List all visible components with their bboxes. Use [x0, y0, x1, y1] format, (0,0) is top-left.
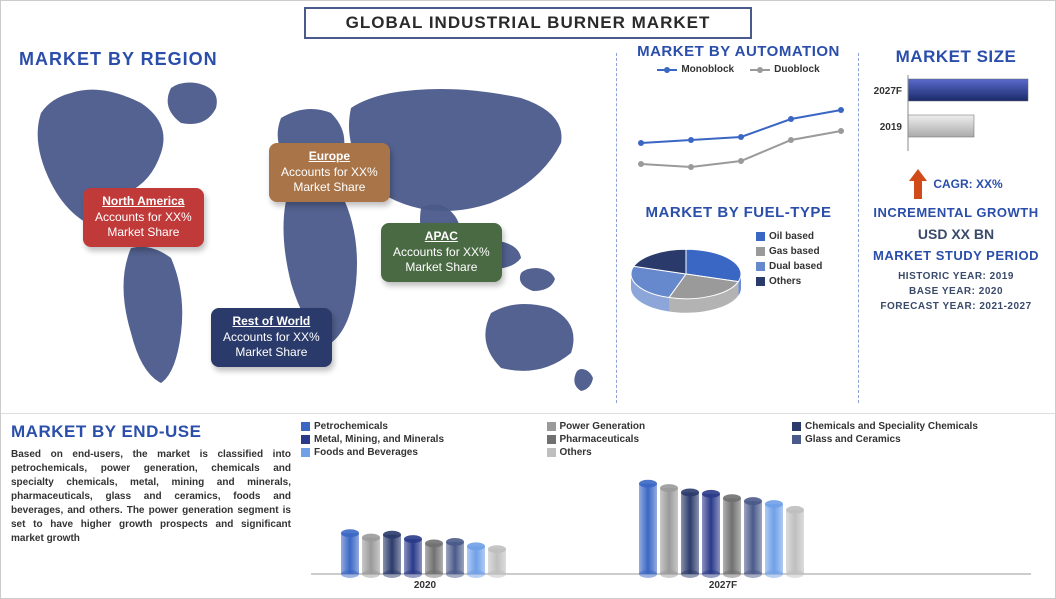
svg-text:2027F: 2027F: [709, 580, 737, 591]
bottom-row: MARKET BY END-USE Based on end-users, th…: [1, 413, 1055, 591]
svg-text:2027F: 2027F: [874, 86, 902, 97]
region-tag: APACAccounts for XX%Market Share: [381, 223, 502, 282]
legend-item: Duoblock: [750, 64, 820, 75]
region-title: MARKET BY REGION: [19, 49, 611, 70]
enduse-text: MARKET BY END-USE Based on end-users, th…: [11, 422, 291, 546]
legend-item: Others: [547, 446, 793, 459]
legend-item: Petrochemicals: [301, 420, 547, 433]
fuel-chart-wrap: Oil basedGas basedDual basedOthers: [626, 229, 851, 339]
legend-item: Glass and Ceramics: [792, 433, 1038, 446]
divider: [858, 53, 859, 403]
enduse-body: Based on end-users, the market is classi…: [11, 448, 291, 546]
enduse-bar-chart-wrap: 2020 2027F: [301, 462, 1045, 591]
cagr-row: CAGR: XX%: [866, 169, 1046, 199]
world-map: North AmericaAccounts for XX%Market Shar…: [21, 73, 601, 403]
legend-item: Power Generation: [547, 420, 793, 433]
page-title: GLOBAL INDUSTRIAL BURNER MARKET: [304, 7, 753, 39]
incremental-growth-value: USD XX BN: [866, 226, 1046, 242]
legend-item: Foods and Beverages: [301, 446, 547, 459]
legend-item: Gas based: [756, 244, 822, 259]
legend-item: Oil based: [756, 229, 822, 244]
automation-panel: MARKET BY AUTOMATION Monoblock Duoblock M…: [626, 43, 851, 413]
region-panel: MARKET BY REGION North AmericaAccounts f…: [11, 43, 611, 413]
enduse-legend: PetrochemicalsPower GenerationChemicals …: [301, 420, 1045, 459]
divider: [616, 53, 617, 403]
incremental-growth-title: INCREMENTAL GROWTH: [866, 205, 1046, 220]
main-row: MARKET BY REGION North AmericaAccounts f…: [1, 43, 1055, 413]
study-period-lines: HISTORIC YEAR: 2019BASE YEAR: 2020FORECA…: [866, 269, 1046, 314]
up-arrow-icon: [909, 169, 927, 199]
legend-item: Monoblock: [657, 64, 734, 75]
legend-item: Chemicals and Speciality Chemicals: [792, 420, 1038, 433]
svg-text:2020: 2020: [414, 580, 437, 591]
title-band: GLOBAL INDUSTRIAL BURNER MARKET: [1, 1, 1055, 43]
automation-line-chart: [626, 79, 851, 189]
fuel-legend: Oil basedGas basedDual basedOthers: [756, 229, 822, 289]
legend-item: Dual based: [756, 259, 822, 274]
size-bar-chart: 2027F 2019: [866, 67, 1046, 162]
enduse-bar-chart: 2020 2027F: [301, 462, 1041, 592]
region-tag: EuropeAccounts for XX%Market Share: [269, 143, 390, 202]
legend-item: Others: [756, 274, 822, 289]
svg-text:2019: 2019: [880, 122, 903, 133]
region-tag: North AmericaAccounts for XX%Market Shar…: [83, 188, 204, 247]
legend-item: Pharmaceuticals: [547, 433, 793, 446]
legend-item: Metal, Mining, and Minerals: [301, 433, 547, 446]
size-panel: MARKET SIZE 2027F 2019 CAGR: XX% INCREMEN…: [866, 43, 1046, 413]
region-tag: Rest of WorldAccounts for XX%Market Shar…: [211, 308, 332, 367]
size-title: MARKET SIZE: [866, 47, 1046, 67]
cagr-label: CAGR: XX%: [933, 177, 1002, 191]
study-period-title: MARKET STUDY PERIOD: [866, 248, 1046, 263]
fuel-title: MARKET BY FUEL-TYPE: [626, 204, 851, 221]
enduse-title: MARKET BY END-USE: [11, 422, 291, 442]
automation-legend: Monoblock Duoblock: [626, 64, 851, 75]
automation-title: MARKET BY AUTOMATION: [626, 43, 851, 60]
